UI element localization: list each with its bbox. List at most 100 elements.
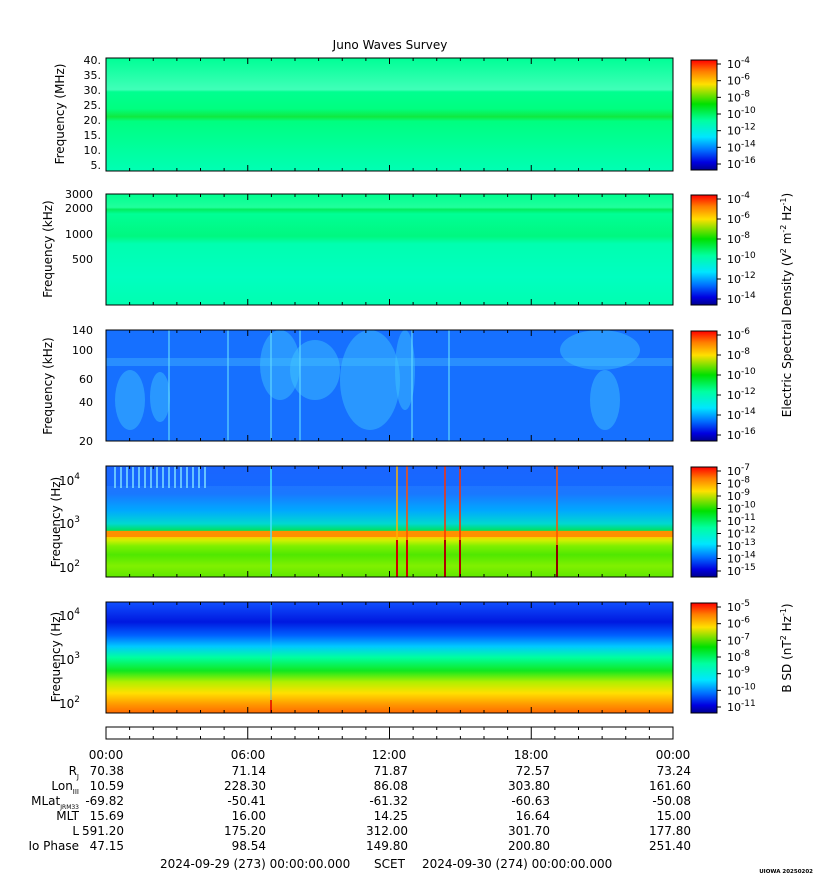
ytick-exponent: 2 bbox=[74, 695, 80, 705]
ephemeris-value: 251.40 bbox=[649, 839, 691, 853]
emission-band bbox=[106, 531, 673, 537]
ephemeris-value: 15.69 bbox=[90, 809, 124, 823]
colorbar-tick-label: 10-8 bbox=[727, 347, 750, 362]
ytick-label: 100 bbox=[72, 344, 93, 357]
ephemeris-value: 10.59 bbox=[90, 779, 124, 793]
panel-4-ylabel: Frequency (Hz) bbox=[49, 477, 63, 568]
row-label-io-phase: Io Phase bbox=[28, 839, 79, 853]
colorbar-tick-label: 10-6 bbox=[727, 211, 750, 226]
ephemeris-value: 16.64 bbox=[516, 809, 550, 823]
ytick-label: 40. bbox=[84, 54, 102, 67]
scet-start: 2024-09-29 (273) 00:00:00.000 bbox=[160, 857, 350, 871]
ephemeris-value: 312.00 bbox=[366, 824, 408, 838]
colorbar-tick-label: 10-8 bbox=[727, 89, 750, 104]
time-label: 00:00 bbox=[89, 748, 124, 762]
ytick-exponent: 4 bbox=[74, 472, 80, 482]
ephemeris-value: 591.20 bbox=[82, 824, 124, 838]
ytick-exponent: 3 bbox=[74, 651, 80, 661]
ephemeris-value: 71.87 bbox=[374, 764, 408, 778]
ytick-exponent: 2 bbox=[74, 559, 80, 569]
ephemeris-value: -69.82 bbox=[85, 794, 124, 808]
ytick-label: 2000 bbox=[65, 202, 93, 215]
ytick-label: 1000 bbox=[65, 228, 93, 241]
panel-5-ylabel: Frequency (Hz) bbox=[49, 612, 63, 703]
ephemeris-value: 303.80 bbox=[508, 779, 550, 793]
time-label: 12:00 bbox=[372, 748, 407, 762]
panel-2-ylabel: Frequency (kHz) bbox=[41, 200, 55, 297]
ytick-label: 60 bbox=[79, 373, 93, 386]
emission-patch bbox=[560, 330, 640, 370]
ytick-label: 500 bbox=[72, 253, 93, 266]
scet-label: SCET bbox=[374, 857, 406, 871]
ephemeris-value: 177.80 bbox=[649, 824, 691, 838]
ephemeris-value: 47.15 bbox=[90, 839, 124, 853]
ephemeris-values: 70.38 71.14 71.87 72.57 73.24 10.59 228.30 86.0… bbox=[82, 764, 691, 853]
colorbar-tick-label: 10-16 bbox=[727, 427, 756, 442]
colorbar-3 bbox=[690, 330, 718, 442]
panel-1-yticks: 40. 35. 30. 25. 20. 15. 10. 5. bbox=[84, 54, 102, 172]
colorbar-tick-label: 10-10 bbox=[727, 106, 756, 121]
emission-patch bbox=[115, 370, 145, 430]
spectrogram-1 bbox=[106, 58, 673, 171]
emission-patch bbox=[340, 330, 400, 430]
ephemeris-value: 200.80 bbox=[508, 839, 550, 853]
ytick-label: 25. bbox=[84, 99, 102, 112]
colorbar-tick-label: 10-16 bbox=[727, 156, 756, 171]
colorbar-tick-label: 10-4 bbox=[727, 191, 750, 206]
ytick-label: 40 bbox=[79, 396, 93, 409]
panel-1: 40. 35. 30. 25. 20. 15. 10. 5. Frequency… bbox=[53, 54, 718, 172]
emission-patch bbox=[150, 372, 170, 422]
time-axis bbox=[105, 726, 674, 740]
emission-patch bbox=[395, 330, 415, 410]
spectrogram-3 bbox=[106, 330, 673, 441]
panel-3-yticks: 140 100 60 40 20 bbox=[72, 324, 93, 448]
colorbar-tick-label: 10-12 bbox=[727, 123, 756, 138]
row-label-l: L bbox=[72, 824, 79, 838]
ytick-label: 3000 bbox=[65, 188, 93, 201]
colorbar-tick-label: 10-8 bbox=[727, 649, 750, 664]
ephemeris-value: -60.63 bbox=[511, 794, 550, 808]
colorbar-tick-label: 10-4 bbox=[727, 56, 750, 71]
row-label-rj: RJ bbox=[69, 764, 79, 781]
ytick-label: 15. bbox=[84, 129, 102, 142]
row-label-mlat: MLatJRM33 bbox=[31, 794, 79, 811]
figure-title: Juno Waves Survey bbox=[332, 38, 448, 52]
colorbar-1 bbox=[690, 59, 718, 171]
ytick-label: 10. bbox=[84, 144, 102, 157]
row-label-lon: LonIII bbox=[51, 779, 79, 796]
colorbar-tick-label: 10-8 bbox=[727, 231, 750, 246]
scet-end: 2024-09-30 (274) 00:00:00.000 bbox=[422, 857, 612, 871]
colorbar-tick-label: 10-14 bbox=[727, 291, 756, 306]
ytick-label: 20. bbox=[84, 114, 102, 127]
colorbar-tick-label: 10-6 bbox=[727, 616, 750, 631]
time-ticks bbox=[105, 58, 674, 739]
ephemeris-value: -50.08 bbox=[652, 794, 691, 808]
ephemeris-row-labels: RJ LonIII MLatJRM33 MLT L Io Phase bbox=[28, 764, 79, 853]
colorbar-tick-label: 10-9 bbox=[727, 666, 750, 681]
colorbar-tick-label: 10-14 bbox=[727, 407, 756, 422]
time-label: 00:00 bbox=[656, 748, 691, 762]
panel-1-ylabel: Frequency (MHz) bbox=[53, 64, 67, 165]
ephemeris-value: 86.08 bbox=[374, 779, 408, 793]
colorbar-tick-label: 10-7 bbox=[727, 632, 750, 647]
colorbar-tick-label: 10-6 bbox=[727, 73, 750, 88]
emission-patch bbox=[290, 340, 340, 400]
time-label: 06:00 bbox=[231, 748, 266, 762]
row-label-mlt: MLT bbox=[56, 809, 79, 823]
colorbar-2 bbox=[690, 194, 718, 306]
spectrogram-5 bbox=[106, 602, 673, 713]
panel-3-features bbox=[106, 330, 673, 441]
ytick-label: 30. bbox=[84, 84, 102, 97]
ephemeris-value: -61.32 bbox=[369, 794, 408, 808]
magnetic-density-label: B SD (nT2 Hz-1) bbox=[779, 603, 794, 692]
ephemeris-value: 301.70 bbox=[508, 824, 550, 838]
colorbar-4 bbox=[690, 466, 718, 578]
ephemeris-value: 15.00 bbox=[657, 809, 691, 823]
ephemeris-value: 175.20 bbox=[224, 824, 266, 838]
panel-3: 140 100 60 40 20 Frequency (kHz) bbox=[41, 324, 718, 448]
colorbar-tick-label: 10-12 bbox=[727, 271, 756, 286]
colorbar-tick-label: 10-11 bbox=[727, 699, 756, 714]
electric-density-label: Electric Spectral Density (V2 m-2 Hz-1) bbox=[779, 193, 794, 417]
colorbar-5 bbox=[690, 602, 718, 714]
ytick-exponent: 4 bbox=[74, 607, 80, 617]
